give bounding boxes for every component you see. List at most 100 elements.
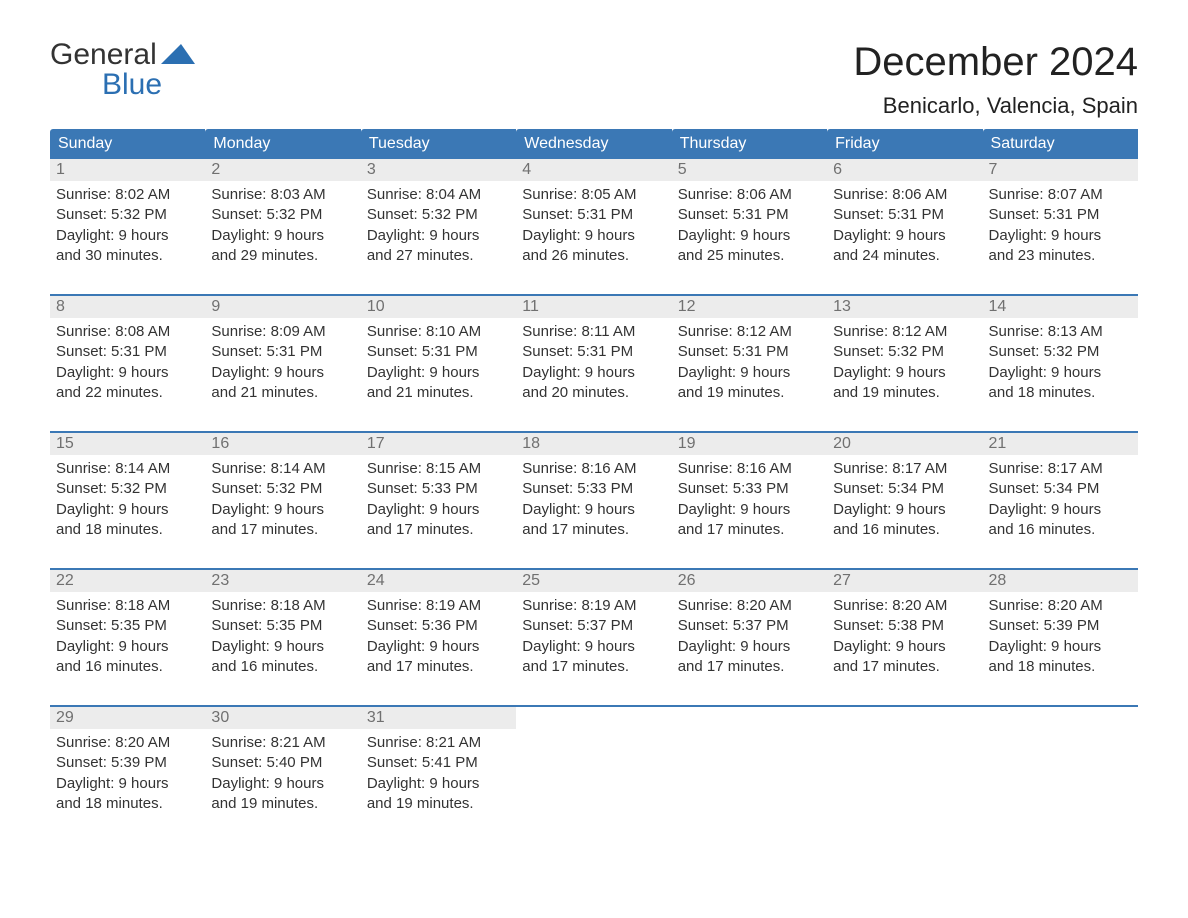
daylight-text-1: Daylight: 9 hours [367,774,510,794]
sunset-text: Sunset: 5:34 PM [989,479,1132,499]
daylight-text-2: and 17 minutes. [367,520,510,540]
sunrise-text: Sunrise: 8:20 AM [989,596,1132,616]
day-number-cell [672,706,827,729]
day-detail-cell: Sunrise: 8:06 AMSunset: 5:31 PMDaylight:… [827,181,982,272]
daylight-text-2: and 19 minutes. [211,794,354,814]
day-detail-cell: Sunrise: 8:06 AMSunset: 5:31 PMDaylight:… [672,181,827,272]
daylight-text-2: and 19 minutes. [367,794,510,814]
sunset-text: Sunset: 5:40 PM [211,753,354,773]
sunset-text: Sunset: 5:32 PM [367,205,510,225]
day-number-cell: 31 [361,706,516,729]
day-number-cell: 12 [672,295,827,318]
sunrise-text: Sunrise: 8:19 AM [522,596,665,616]
sunrise-text: Sunrise: 8:14 AM [56,459,199,479]
day-header: Wednesday [516,129,671,159]
day-detail-cell [516,729,671,820]
sunset-text: Sunset: 5:31 PM [211,342,354,362]
day-detail-cell: Sunrise: 8:11 AMSunset: 5:31 PMDaylight:… [516,318,671,409]
calendar-table: SundayMondayTuesdayWednesdayThursdayFrid… [50,129,1138,820]
daylight-text-2: and 18 minutes. [56,794,199,814]
sunrise-text: Sunrise: 8:18 AM [211,596,354,616]
sunrise-text: Sunrise: 8:08 AM [56,322,199,342]
day-detail-cell [672,729,827,820]
sunrise-text: Sunrise: 8:12 AM [678,322,821,342]
sunrise-text: Sunrise: 8:15 AM [367,459,510,479]
day-number-cell: 22 [50,569,205,592]
day-number-cell: 16 [205,432,360,455]
daylight-text-1: Daylight: 9 hours [989,500,1132,520]
sunrise-text: Sunrise: 8:16 AM [522,459,665,479]
daylight-text-2: and 24 minutes. [833,246,976,266]
day-number-cell: 30 [205,706,360,729]
sunset-text: Sunset: 5:32 PM [989,342,1132,362]
day-number-cell: 17 [361,432,516,455]
daylight-text-2: and 18 minutes. [989,383,1132,403]
day-detail-cell: Sunrise: 8:20 AMSunset: 5:38 PMDaylight:… [827,592,982,683]
daylight-text-1: Daylight: 9 hours [522,226,665,246]
day-detail-cell: Sunrise: 8:16 AMSunset: 5:33 PMDaylight:… [516,455,671,546]
daylight-text-1: Daylight: 9 hours [678,500,821,520]
sunrise-text: Sunrise: 8:17 AM [989,459,1132,479]
daylight-text-2: and 17 minutes. [211,520,354,540]
daylight-text-1: Daylight: 9 hours [678,226,821,246]
sunset-text: Sunset: 5:32 PM [211,205,354,225]
daylight-text-2: and 17 minutes. [367,657,510,677]
sunrise-text: Sunrise: 8:02 AM [56,185,199,205]
daylight-text-1: Daylight: 9 hours [367,500,510,520]
sunset-text: Sunset: 5:32 PM [833,342,976,362]
logo-word-2: Blue [102,70,195,100]
sunset-text: Sunset: 5:38 PM [833,616,976,636]
daylight-text-2: and 21 minutes. [211,383,354,403]
day-number-row: 1234567 [50,159,1138,181]
daylight-text-1: Daylight: 9 hours [56,226,199,246]
day-number-cell: 20 [827,432,982,455]
day-number-row: 891011121314 [50,295,1138,318]
day-detail-cell: Sunrise: 8:19 AMSunset: 5:36 PMDaylight:… [361,592,516,683]
day-detail-cell: Sunrise: 8:16 AMSunset: 5:33 PMDaylight:… [672,455,827,546]
day-header: Thursday [672,129,827,159]
day-number-cell: 18 [516,432,671,455]
day-header: Monday [205,129,360,159]
day-number-row: 293031 [50,706,1138,729]
day-detail-cell: Sunrise: 8:18 AMSunset: 5:35 PMDaylight:… [50,592,205,683]
day-detail-cell: Sunrise: 8:21 AMSunset: 5:41 PMDaylight:… [361,729,516,820]
sunset-text: Sunset: 5:35 PM [56,616,199,636]
day-number-cell: 5 [672,159,827,181]
day-detail-cell: Sunrise: 8:18 AMSunset: 5:35 PMDaylight:… [205,592,360,683]
sunrise-text: Sunrise: 8:21 AM [367,733,510,753]
daylight-text-1: Daylight: 9 hours [522,500,665,520]
daylight-text-1: Daylight: 9 hours [56,500,199,520]
sunrise-text: Sunrise: 8:06 AM [678,185,821,205]
daylight-text-1: Daylight: 9 hours [367,363,510,383]
day-detail-cell: Sunrise: 8:08 AMSunset: 5:31 PMDaylight:… [50,318,205,409]
day-header: Saturday [983,129,1138,159]
sunrise-text: Sunrise: 8:20 AM [833,596,976,616]
sunrise-text: Sunrise: 8:11 AM [522,322,665,342]
sunset-text: Sunset: 5:39 PM [989,616,1132,636]
daylight-text-2: and 17 minutes. [678,520,821,540]
sunset-text: Sunset: 5:32 PM [211,479,354,499]
daylight-text-2: and 16 minutes. [211,657,354,677]
sunset-text: Sunset: 5:35 PM [211,616,354,636]
day-detail-cell: Sunrise: 8:04 AMSunset: 5:32 PMDaylight:… [361,181,516,272]
day-detail-cell: Sunrise: 8:02 AMSunset: 5:32 PMDaylight:… [50,181,205,272]
sunset-text: Sunset: 5:33 PM [678,479,821,499]
sunrise-text: Sunrise: 8:13 AM [989,322,1132,342]
daylight-text-1: Daylight: 9 hours [211,226,354,246]
day-detail-row: Sunrise: 8:14 AM Sunset: 5:32 PM Daylight:… [50,455,1138,546]
sunrise-text: Sunrise: 8:09 AM [211,322,354,342]
daylight-text-1: Daylight: 9 hours [211,637,354,657]
sunset-text: Sunset: 5:33 PM [522,479,665,499]
sunset-text: Sunset: 5:36 PM [367,616,510,636]
day-number-cell: 26 [672,569,827,592]
day-detail-row: Sunrise: 8:18 AMSunset: 5:35 PMDaylight:… [50,592,1138,683]
day-header: Friday [827,129,982,159]
day-detail-cell: Sunrise: 8:09 AMSunset: 5:31 PMDaylight:… [205,318,360,409]
day-number-cell: 4 [516,159,671,181]
sunset-text: Sunset: 5:33 PM [367,479,510,499]
day-detail-cell: Sunrise: 8:14 AMSunset: 5:32 PMDaylight:… [205,455,360,546]
day-number-cell: 10 [361,295,516,318]
daylight-text-1: Daylight: 9 hours [522,363,665,383]
sunrise-text: Sunrise: 8:19 AM [367,596,510,616]
daylight-text-2: and 17 minutes. [833,657,976,677]
